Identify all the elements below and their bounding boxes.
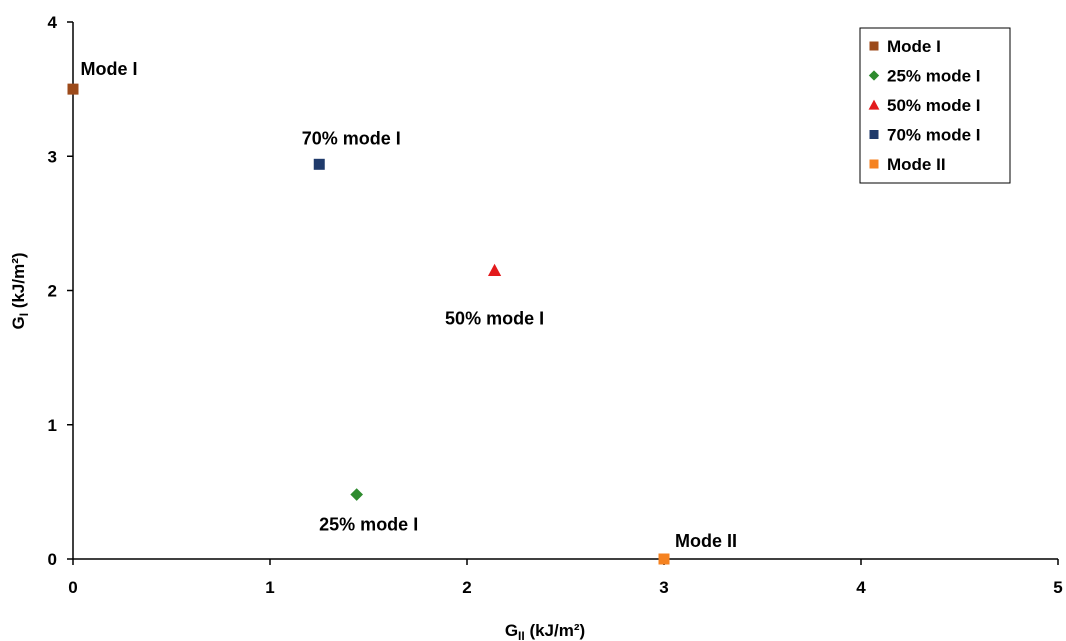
y-tick-label: 4: [48, 13, 58, 32]
data-point-square: [67, 83, 79, 95]
x-tick-label: 3: [659, 578, 668, 597]
data-point-square: [313, 158, 325, 170]
data-point-triangle: [487, 263, 502, 276]
x-tick-label: 2: [462, 578, 471, 597]
legend: Mode I 25% mode I 50% mode I 70% mode I Mode…: [859, 27, 1011, 184]
legend-item: 70% mode I: [869, 126, 981, 145]
legend-items: Mode I 25% mode I 50% mode I 70% mode I Mode…: [868, 37, 981, 174]
data-point-diamond: [350, 488, 364, 501]
data-point-square: [658, 553, 670, 565]
data-label: Mode I: [81, 59, 138, 79]
legend-label: Mode I: [887, 37, 941, 56]
x-tick-label: 0: [68, 578, 77, 597]
y-tick-label: 2: [48, 282, 57, 301]
point-labels: Mode I 25% mode I 50% mode I 70% mode I Mode…: [81, 59, 738, 551]
y-ticks: 0 1 2 3 4: [48, 13, 73, 569]
x-ticks: 0 1 2 3 4 5: [68, 559, 1063, 597]
y-tick-label: 1: [48, 416, 57, 435]
legend-item: Mode I: [869, 37, 941, 56]
legend-box: [859, 27, 1011, 184]
data-label: 70% mode I: [302, 128, 401, 148]
legend-marker-square: [869, 41, 879, 51]
data-points: [67, 83, 670, 565]
y-tick-label: 0: [48, 550, 57, 569]
x-tick-label: 5: [1053, 578, 1062, 597]
x-tick-label: 4: [856, 578, 866, 597]
legend-item: 50% mode I: [868, 96, 981, 115]
legend-marker-triangle: [868, 99, 880, 110]
legend-label: 25% mode I: [887, 67, 981, 86]
legend-label: Mode II: [887, 155, 946, 174]
data-label: Mode II: [675, 531, 737, 551]
legend-item: 25% mode I: [868, 67, 981, 86]
y-axis-title: GI (kJ/m²): [9, 252, 31, 329]
legend-marker-diamond: [868, 70, 880, 81]
legend-label: 70% mode I: [887, 126, 981, 145]
legend-label: 50% mode I: [887, 96, 981, 115]
y-tick-label: 3: [48, 147, 57, 166]
legend-marker-square: [869, 130, 879, 139]
x-axis-title: GII (kJ/m²): [505, 621, 585, 641]
legend-item: Mode II: [869, 155, 946, 174]
x-tick-label: 1: [265, 578, 274, 597]
legend-marker-square: [869, 159, 879, 169]
data-label: 25% mode I: [319, 515, 418, 535]
data-label: 50% mode I: [445, 308, 544, 328]
